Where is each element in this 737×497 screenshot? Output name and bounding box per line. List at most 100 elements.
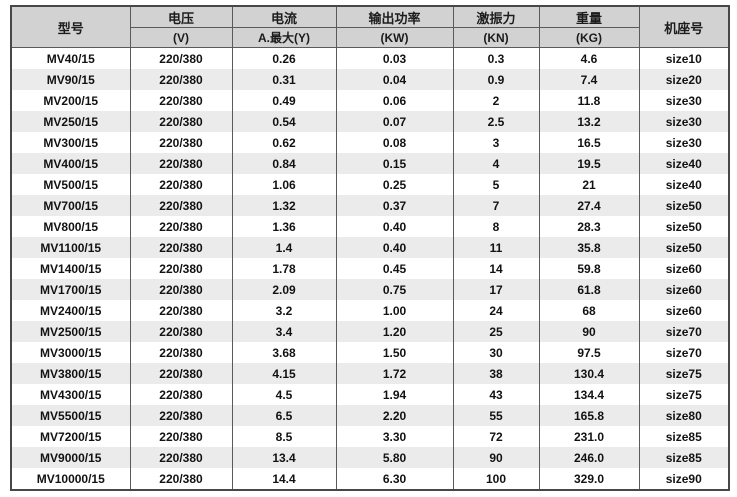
- table-row: MV3000/15 220/380 3.68 1.50 30 97.5 size70: [10, 342, 730, 363]
- cell-power: 6.30: [335, 468, 454, 490]
- cell-model: MV300/15: [10, 132, 131, 153]
- cell-weight: 246.0: [538, 447, 640, 468]
- cell-model: MV10000/15: [10, 468, 131, 490]
- cell-power: 1.20: [335, 321, 454, 342]
- table-row: MV700/15 220/380 1.32 0.37 7 27.4 size50: [10, 195, 730, 216]
- cell-power: 0.45: [335, 258, 454, 279]
- header-current-title: 电流: [231, 6, 337, 28]
- cell-power: 0.40: [335, 237, 454, 258]
- cell-weight: 16.5: [538, 132, 640, 153]
- cell-voltage: 220/380: [129, 69, 233, 90]
- cell-power: 3.30: [335, 426, 454, 447]
- cell-power: 1.94: [335, 384, 454, 405]
- cell-current: 0.62: [231, 132, 337, 153]
- cell-force: 38: [452, 363, 540, 384]
- table-row: MV7200/15 220/380 8.5 3.30 72 231.0 size85: [10, 426, 730, 447]
- cell-model: MV700/15: [10, 195, 131, 216]
- cell-current: 0.84: [231, 153, 337, 174]
- cell-frame: size10: [638, 47, 730, 69]
- cell-current: 0.31: [231, 69, 337, 90]
- cell-force: 8: [452, 216, 540, 237]
- cell-current: 1.06: [231, 174, 337, 195]
- cell-current: 1.32: [231, 195, 337, 216]
- cell-model: MV40/15: [10, 47, 131, 69]
- spec-table-body: MV40/15 220/380 0.26 0.03 0.3 4.6 size10 MV90/1…: [10, 47, 730, 490]
- cell-weight: 28.3: [538, 216, 640, 237]
- header-weight-unit: (KG): [538, 27, 640, 48]
- cell-force: 3: [452, 132, 540, 153]
- cell-frame: size50: [638, 216, 730, 237]
- cell-weight: 21: [538, 174, 640, 195]
- cell-current: 14.4: [231, 468, 337, 490]
- table-row: MV4300/15 220/380 4.5 1.94 43 134.4 size75: [10, 384, 730, 405]
- cell-model: MV1400/15: [10, 258, 131, 279]
- cell-current: 4.5: [231, 384, 337, 405]
- cell-force: 30: [452, 342, 540, 363]
- cell-weight: 134.4: [538, 384, 640, 405]
- cell-frame: size60: [638, 300, 730, 321]
- cell-model: MV7200/15: [10, 426, 131, 447]
- cell-current: 0.54: [231, 111, 337, 132]
- cell-power: 1.72: [335, 363, 454, 384]
- cell-frame: size75: [638, 363, 730, 384]
- cell-current: 1.36: [231, 216, 337, 237]
- cell-power: 0.40: [335, 216, 454, 237]
- cell-voltage: 220/380: [129, 174, 233, 195]
- cell-weight: 97.5: [538, 342, 640, 363]
- cell-voltage: 220/380: [129, 47, 233, 69]
- table-row: MV40/15 220/380 0.26 0.03 0.3 4.6 size10: [10, 47, 730, 69]
- cell-weight: 13.2: [538, 111, 640, 132]
- table-row: MV500/15 220/380 1.06 0.25 5 21 size40: [10, 174, 730, 195]
- cell-weight: 61.8: [538, 279, 640, 300]
- cell-force: 72: [452, 426, 540, 447]
- header-unit-row: (V) A.最大(Y) (KW) (KN) (KG): [11, 27, 729, 48]
- cell-model: MV3000/15: [10, 342, 131, 363]
- cell-power: 0.75: [335, 279, 454, 300]
- cell-voltage: 220/380: [129, 237, 233, 258]
- cell-weight: 231.0: [538, 426, 640, 447]
- cell-frame: size30: [638, 111, 730, 132]
- cell-voltage: 220/380: [129, 279, 233, 300]
- table-row: MV5500/15 220/380 6.5 2.20 55 165.8 size80: [10, 405, 730, 426]
- cell-voltage: 220/380: [129, 321, 233, 342]
- cell-current: 6.5: [231, 405, 337, 426]
- cell-voltage: 220/380: [129, 258, 233, 279]
- cell-voltage: 220/380: [129, 195, 233, 216]
- cell-weight: 165.8: [538, 405, 640, 426]
- cell-frame: size60: [638, 258, 730, 279]
- cell-force: 7: [452, 195, 540, 216]
- cell-frame: size50: [638, 237, 730, 258]
- cell-current: 3.2: [231, 300, 337, 321]
- cell-force: 55: [452, 405, 540, 426]
- cell-voltage: 220/380: [129, 90, 233, 111]
- spec-table-header: 型号 电压 电流 输出功率 激振力 重量 机座号 (V) A.最大(Y) (KW…: [10, 6, 730, 48]
- cell-model: MV2500/15: [10, 321, 131, 342]
- cell-power: 0.25: [335, 174, 454, 195]
- cell-voltage: 220/380: [129, 384, 233, 405]
- header-power-title: 输出功率: [335, 6, 454, 28]
- cell-voltage: 220/380: [129, 426, 233, 447]
- cell-frame: size40: [638, 153, 730, 174]
- table-row: MV2500/15 220/380 3.4 1.20 25 90 size70: [10, 321, 730, 342]
- cell-voltage: 220/380: [129, 468, 233, 490]
- cell-frame: size70: [638, 342, 730, 363]
- cell-voltage: 220/380: [129, 300, 233, 321]
- header-current-unit: A.最大(Y): [231, 27, 337, 48]
- cell-force: 100: [452, 468, 540, 490]
- cell-power: 1.50: [335, 342, 454, 363]
- cell-force: 24: [452, 300, 540, 321]
- cell-voltage: 220/380: [129, 447, 233, 468]
- cell-voltage: 220/380: [129, 132, 233, 153]
- table-row: MV3800/15 220/380 4.15 1.72 38 130.4 size75: [10, 363, 730, 384]
- table-row: MV1100/15 220/380 1.4 0.40 11 35.8 size50: [10, 237, 730, 258]
- cell-frame: size85: [638, 426, 730, 447]
- cell-frame: size50: [638, 195, 730, 216]
- cell-frame: size60: [638, 279, 730, 300]
- cell-power: 0.03: [335, 47, 454, 69]
- cell-current: 13.4: [231, 447, 337, 468]
- cell-model: MV200/15: [10, 90, 131, 111]
- table-row: MV800/15 220/380 1.36 0.40 8 28.3 size50: [10, 216, 730, 237]
- table-row: MV9000/15 220/380 13.4 5.80 90 246.0 size85: [10, 447, 730, 468]
- table-row: MV400/15 220/380 0.84 0.15 4 19.5 size40: [10, 153, 730, 174]
